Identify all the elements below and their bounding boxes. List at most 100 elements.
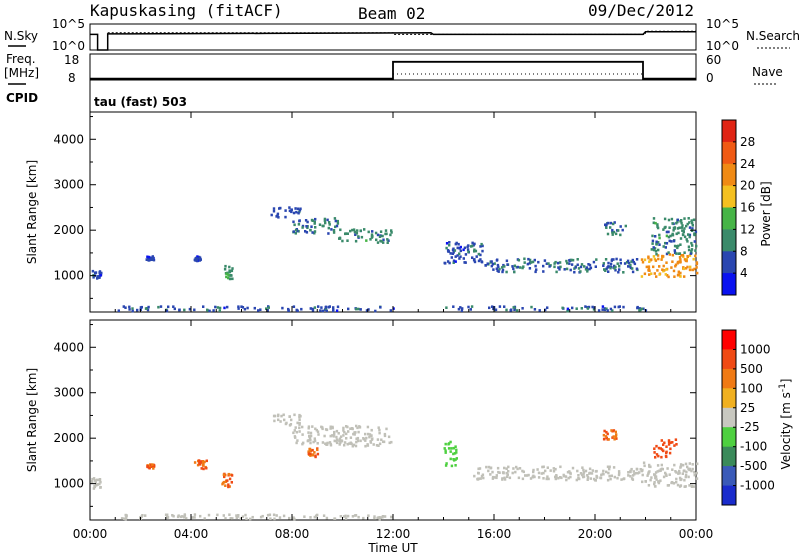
range-gate-cell (591, 469, 594, 472)
range-gate-cell (662, 255, 665, 258)
range-gate-cell (288, 424, 292, 427)
range-gate-cell (327, 232, 330, 235)
range-gate-cell (619, 261, 622, 265)
range-gate-cell (369, 238, 372, 241)
range-gate-cell (647, 472, 650, 475)
range-gate-cell (629, 475, 632, 478)
range-gate-cell (298, 430, 301, 433)
range-gate-cell (615, 437, 618, 440)
range-gate-cell (100, 271, 103, 275)
range-gate-cell (307, 450, 310, 453)
range-gate-cell (498, 471, 501, 474)
range-gate-cell (309, 307, 312, 310)
range-gate-cell (98, 478, 101, 482)
range-gate-cell (693, 240, 696, 243)
range-gate-cell (389, 233, 392, 237)
range-gate-cell (678, 226, 681, 230)
range-gate-cell (653, 247, 657, 250)
range-gate-cell (656, 225, 659, 228)
range-gate-cell (489, 466, 492, 470)
range-gate-cell (148, 465, 152, 468)
range-gate-cell (563, 268, 566, 271)
range-gate-cell (297, 223, 301, 226)
range-gate-cell (362, 437, 366, 441)
range-gate-cell (347, 430, 350, 433)
range-gate-cell (364, 444, 367, 448)
y-tick-label: 2000 (53, 431, 84, 445)
range-gate-cell (679, 484, 683, 487)
range-gate-cell (647, 256, 650, 260)
range-gate-cell (655, 252, 658, 256)
range-gate-cell (307, 452, 310, 456)
range-gate-cell (293, 517, 296, 521)
range-gate-cell (452, 261, 455, 264)
range-gate-cell (388, 441, 391, 445)
range-gate-cell (684, 462, 688, 466)
range-gate-cell (648, 260, 651, 263)
range-gate-cell (338, 443, 341, 446)
range-gate-cell (273, 414, 277, 418)
range-gate-cell (386, 241, 389, 244)
range-gate-cell (580, 307, 583, 310)
colorbar-tick-label: -25 (740, 420, 760, 434)
range-gate-cell (458, 257, 461, 260)
range-gate-cell (239, 517, 242, 520)
range-gate-cell (342, 429, 345, 432)
range-gate-cell (601, 305, 605, 308)
range-gate-cell (657, 257, 660, 261)
range-gate-cell (98, 482, 101, 486)
range-gate-cell (92, 477, 96, 480)
range-gate-cell (305, 231, 309, 234)
range-gate-cell (321, 441, 325, 444)
range-gate-cell (657, 241, 660, 244)
range-gate-cell (222, 473, 226, 476)
range-gate-cell (157, 305, 160, 309)
range-gate-cell (669, 441, 672, 444)
range-gate-cell (193, 461, 197, 464)
range-gate-cell (308, 435, 311, 438)
range-gate-cell (353, 433, 356, 436)
range-gate-cell (542, 264, 545, 268)
range-gate-cell (374, 309, 377, 313)
range-gate-cell (338, 437, 342, 441)
range-gate-cell (597, 309, 601, 312)
range-gate-cell (124, 513, 127, 517)
range-gate-cell (469, 245, 473, 248)
range-gate-cell (566, 261, 569, 265)
range-gate-cell (349, 427, 352, 430)
range-gate-cell (367, 514, 370, 517)
range-gate-cell (316, 452, 320, 456)
range-gate-cell (523, 257, 526, 261)
range-gate-cell (675, 477, 678, 481)
range-gate-cell (512, 267, 515, 271)
range-gate-cell (642, 461, 646, 465)
range-gate-cell (555, 474, 558, 477)
range-gate-cell (445, 242, 449, 245)
range-gate-cell (230, 481, 233, 484)
range-gate-cell (629, 263, 632, 267)
range-gate-cell (92, 487, 96, 490)
range-gate-cell (691, 268, 694, 272)
range-gate-cell (546, 466, 549, 469)
range-gate-cell (344, 517, 348, 520)
range-gate-cell (641, 480, 644, 484)
range-gate-cell (627, 474, 630, 477)
range-gate-cell (445, 246, 448, 250)
range-gate-cell (618, 264, 621, 268)
range-gate-cell (198, 463, 202, 466)
y-tick-label: 3000 (53, 386, 84, 400)
range-gate-cell (591, 305, 594, 309)
range-gate-cell (122, 517, 126, 520)
x-tick-label: 04:00 (174, 527, 209, 541)
range-gate-cell (655, 453, 659, 456)
range-gate-cell (301, 425, 304, 429)
range-gate-cell (654, 250, 658, 253)
range-gate-cell (227, 483, 230, 486)
range-gate-cell (521, 307, 524, 310)
range-gate-cell (609, 226, 612, 229)
range-gate-cell (623, 262, 627, 265)
range-gate-cell (677, 273, 680, 276)
range-gate-cell (686, 255, 689, 258)
range-gate-cell (546, 306, 549, 309)
range-gate-cell (664, 471, 667, 475)
